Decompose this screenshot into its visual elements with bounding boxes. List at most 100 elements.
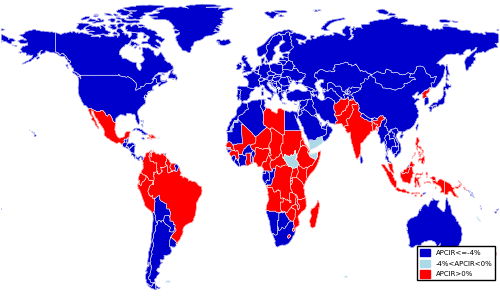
Polygon shape (147, 283, 158, 290)
Polygon shape (295, 194, 300, 210)
Polygon shape (468, 190, 471, 193)
Polygon shape (495, 211, 497, 213)
Polygon shape (226, 102, 248, 132)
Polygon shape (88, 109, 130, 146)
Polygon shape (251, 151, 255, 163)
Polygon shape (372, 122, 378, 133)
Polygon shape (148, 220, 176, 283)
Polygon shape (322, 124, 332, 142)
Polygon shape (138, 176, 155, 213)
Polygon shape (246, 153, 252, 166)
Polygon shape (304, 99, 317, 116)
Polygon shape (309, 137, 324, 150)
Polygon shape (314, 114, 317, 117)
Polygon shape (444, 181, 458, 197)
Polygon shape (270, 153, 288, 171)
Polygon shape (85, 25, 110, 35)
Polygon shape (263, 75, 274, 80)
Polygon shape (294, 103, 297, 105)
Polygon shape (312, 94, 314, 96)
Polygon shape (116, 17, 140, 23)
Polygon shape (18, 29, 70, 64)
Polygon shape (414, 195, 417, 197)
Polygon shape (268, 128, 283, 160)
Polygon shape (12, 45, 17, 46)
Polygon shape (265, 61, 268, 63)
Polygon shape (278, 90, 286, 101)
Polygon shape (164, 153, 166, 155)
Polygon shape (298, 110, 327, 142)
Polygon shape (264, 11, 280, 18)
Polygon shape (93, 15, 98, 17)
Polygon shape (274, 10, 288, 13)
Polygon shape (288, 234, 290, 239)
Polygon shape (321, 18, 345, 31)
Polygon shape (262, 171, 270, 184)
Polygon shape (280, 193, 296, 212)
Polygon shape (236, 63, 242, 70)
Polygon shape (127, 138, 128, 143)
Polygon shape (108, 24, 116, 29)
Polygon shape (262, 88, 263, 91)
Polygon shape (481, 208, 482, 210)
Polygon shape (428, 91, 446, 112)
Polygon shape (244, 71, 261, 89)
Polygon shape (154, 196, 170, 223)
Polygon shape (102, 25, 106, 26)
Polygon shape (306, 151, 320, 179)
Polygon shape (288, 234, 290, 239)
Polygon shape (170, 163, 175, 172)
Polygon shape (376, 9, 388, 14)
Polygon shape (134, 47, 137, 48)
Polygon shape (450, 259, 455, 265)
Polygon shape (164, 215, 175, 232)
Polygon shape (112, 32, 118, 35)
Polygon shape (108, 18, 115, 22)
Polygon shape (80, 16, 90, 20)
Polygon shape (72, 72, 80, 76)
Polygon shape (141, 121, 142, 122)
Polygon shape (443, 82, 451, 90)
Polygon shape (452, 21, 458, 22)
Polygon shape (254, 147, 270, 167)
Polygon shape (305, 86, 314, 92)
Polygon shape (250, 153, 252, 164)
Polygon shape (124, 5, 164, 20)
Polygon shape (149, 4, 233, 52)
Polygon shape (458, 181, 462, 185)
Polygon shape (282, 102, 286, 104)
Polygon shape (263, 108, 285, 136)
Polygon shape (278, 32, 293, 53)
Polygon shape (286, 89, 312, 102)
Polygon shape (327, 82, 351, 100)
Polygon shape (242, 145, 253, 156)
Polygon shape (292, 197, 306, 230)
Polygon shape (88, 18, 104, 23)
Polygon shape (360, 113, 372, 122)
Polygon shape (402, 161, 414, 174)
Polygon shape (360, 155, 363, 164)
Polygon shape (165, 158, 172, 173)
Polygon shape (312, 10, 321, 12)
Polygon shape (56, 28, 173, 90)
Polygon shape (278, 77, 291, 86)
Polygon shape (291, 167, 298, 178)
Polygon shape (439, 20, 450, 23)
Polygon shape (295, 103, 298, 104)
Polygon shape (161, 79, 164, 81)
Polygon shape (296, 145, 316, 169)
Polygon shape (314, 62, 370, 92)
Polygon shape (138, 173, 146, 186)
Polygon shape (435, 187, 436, 190)
Polygon shape (270, 63, 283, 75)
Polygon shape (114, 14, 118, 16)
Polygon shape (297, 164, 308, 185)
Polygon shape (238, 100, 266, 136)
Polygon shape (371, 69, 416, 90)
Polygon shape (265, 34, 283, 62)
Polygon shape (2, 29, 4, 30)
Polygon shape (287, 76, 292, 83)
Polygon shape (216, 39, 231, 46)
Polygon shape (443, 24, 448, 26)
Polygon shape (276, 88, 279, 94)
